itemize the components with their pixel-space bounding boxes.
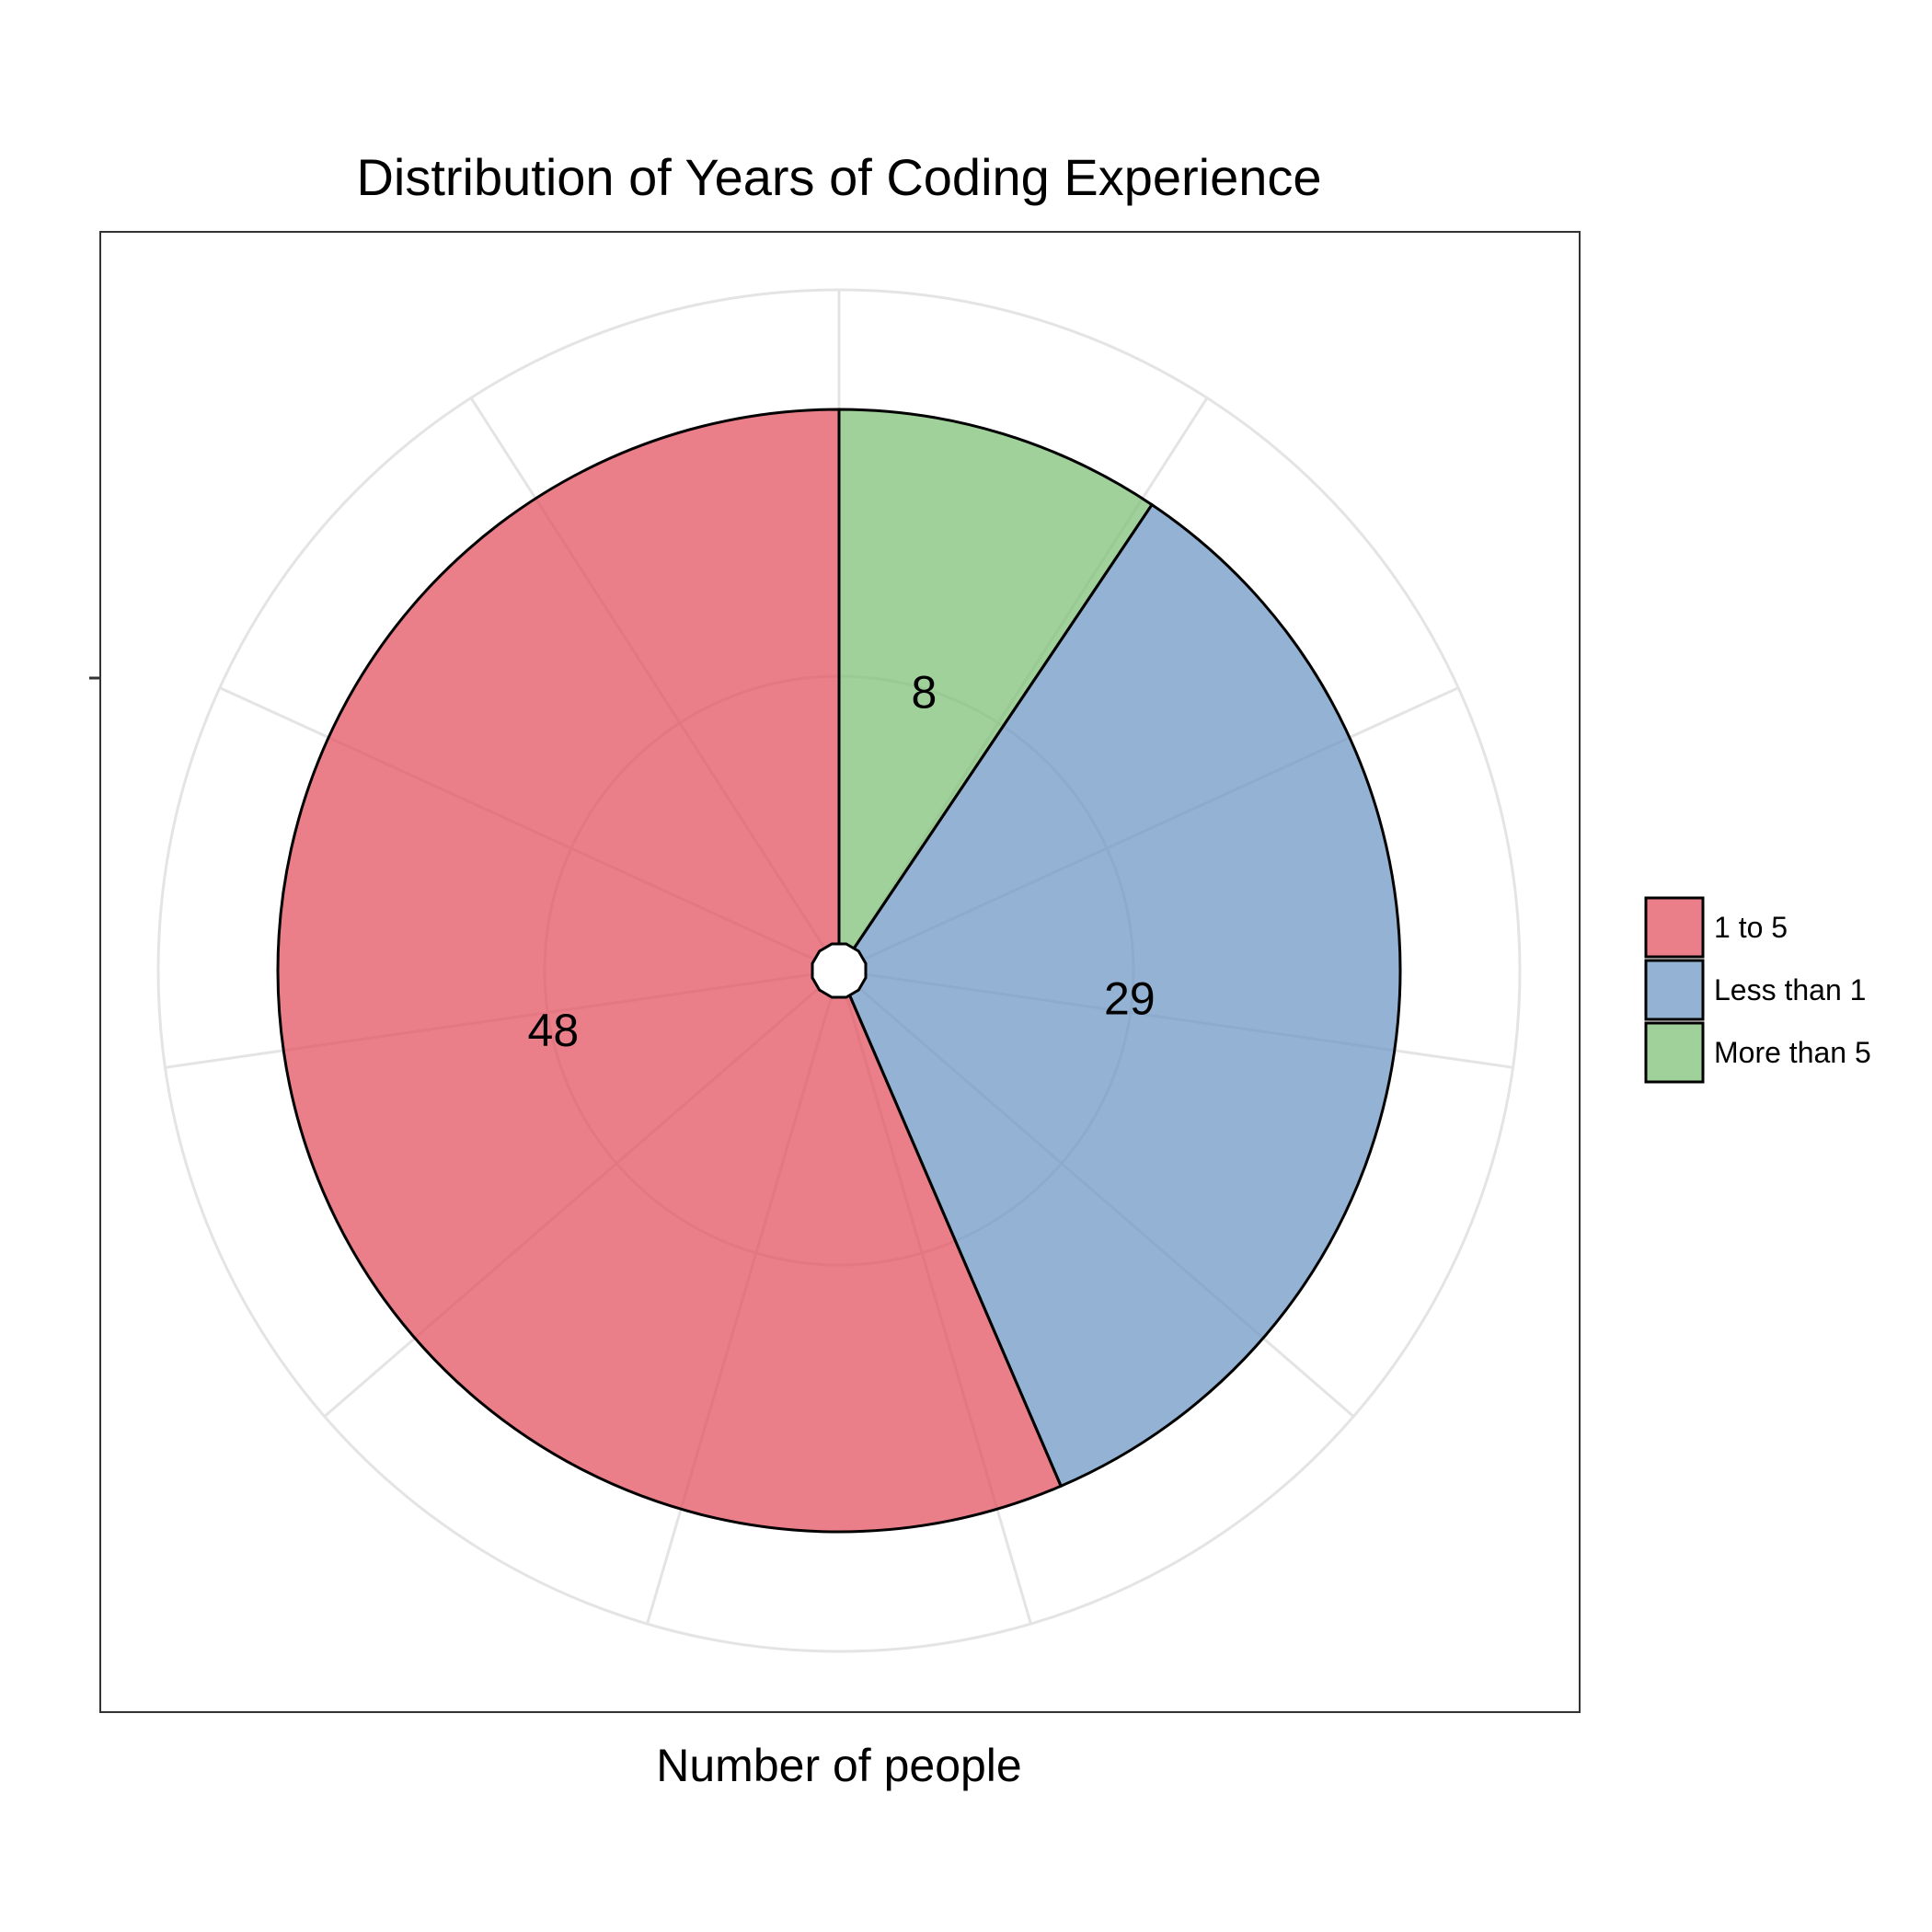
- pie-slices: [276, 408, 1402, 1534]
- legend-label-more-than-5: More than 5: [1714, 1036, 1871, 1069]
- legend-label-less-than-1: Less than 1: [1714, 973, 1866, 1006]
- slice-label-more-than-5: 8: [912, 667, 937, 719]
- slice-label-less-than-1: 29: [1104, 972, 1156, 1024]
- slice-outline-1-to-5: [276, 408, 1064, 1534]
- legend-swatch-less-than-1: [1644, 959, 1705, 1021]
- center-hole: [811, 942, 868, 999]
- pie-center: [811, 942, 868, 999]
- legend-swatch-1-to-5: [1644, 896, 1705, 959]
- legend-swatch-more-than-5: [1644, 1021, 1705, 1084]
- legend: 1 to 5 Less than 1 More than 5: [1644, 896, 1871, 1084]
- slice-less-than-1: [839, 504, 1401, 1487]
- slice-labels: 8 29 48: [528, 667, 1156, 1056]
- slice-outline-more-than-5: [837, 408, 1155, 975]
- slice-1-to-5: [278, 409, 1062, 1533]
- chart-title: Distribution of Years of Coding Experien…: [356, 148, 1321, 206]
- slice-more-than-5: [839, 409, 1153, 971]
- slice-outline-less-than-1: [837, 502, 1402, 1489]
- legend-label-1-to-5: 1 to 5: [1714, 911, 1788, 944]
- slice-label-1-to-5: 48: [528, 1005, 580, 1056]
- x-axis-label: Number of people: [656, 1740, 1021, 1791]
